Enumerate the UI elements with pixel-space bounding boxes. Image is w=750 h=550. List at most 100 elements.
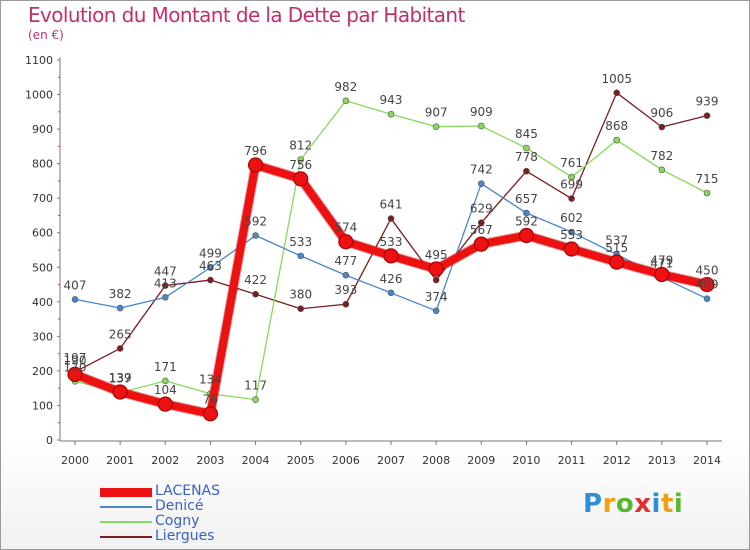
data-point-cogny — [703, 189, 711, 197]
data-point-liergues — [297, 305, 305, 313]
data-label-liergues: 641 — [380, 198, 403, 212]
x-tick-label: 2001 — [106, 454, 134, 467]
y-tick-label: 400 — [32, 296, 53, 309]
data-point-liergues — [568, 195, 575, 202]
legend-label: LACENAS — [155, 483, 221, 499]
data-label-lacenas: 139 — [109, 371, 132, 385]
data-label-liergues: 629 — [470, 202, 493, 216]
data-point-liergues — [523, 167, 530, 175]
data-point-lacenas — [699, 276, 715, 293]
data-label-lacenas: 104 — [154, 383, 177, 397]
data-label-lacenas: 592 — [515, 214, 538, 228]
data-label-lacenas: 450 — [696, 264, 719, 278]
data-label-denic-: 409 — [696, 278, 719, 292]
y-tick-label: 800 — [32, 158, 53, 171]
data-label-lacenas: 567 — [470, 223, 493, 237]
data-label-denic-: 374 — [425, 290, 448, 304]
x-tick-label: 2013 — [648, 454, 676, 467]
data-label-lacenas: 495 — [425, 248, 448, 262]
data-label-cogny: 715 — [696, 172, 719, 186]
data-point-cogny — [342, 97, 350, 105]
legend-swatch — [100, 521, 152, 523]
data-point-denic- — [116, 304, 124, 312]
series-line-liergues — [74, 92, 708, 373]
data-point-denic- — [523, 209, 530, 217]
data-label-cogny: 134 — [199, 373, 222, 387]
data-point-lacenas — [428, 261, 444, 277]
data-label-lacenas: 190 — [64, 353, 87, 367]
data-label-cogny: 982 — [334, 80, 357, 94]
data-label-liergues: 393 — [334, 283, 357, 297]
y-tick-label: 100 — [32, 399, 53, 412]
data-point-denic- — [161, 294, 169, 301]
data-point-lacenas — [157, 396, 173, 412]
data-point-liergues — [387, 215, 395, 222]
data-point-liergues — [432, 276, 440, 284]
data-point-denic- — [432, 307, 440, 315]
y-tick-label: 500 — [32, 261, 53, 274]
data-point-denic- — [297, 252, 305, 260]
data-point-lacenas — [609, 254, 625, 270]
data-point-denic- — [703, 295, 711, 303]
data-label-liergues: 699 — [560, 178, 583, 192]
data-label-denic-: 592 — [244, 214, 267, 228]
x-tick-label: 2005 — [287, 454, 315, 467]
data-point-cogny — [252, 396, 259, 403]
data-point-lacenas — [202, 406, 219, 422]
data-point-denic- — [207, 264, 214, 271]
chart-data-labels: 197 265 447 463 422 380 393 641 629 778 699 1005 906… — [64, 72, 719, 407]
data-point-lacenas — [112, 384, 128, 400]
legend-label: Cogny — [155, 513, 200, 529]
data-point-cogny — [161, 377, 169, 385]
logo-letter: o — [615, 489, 635, 519]
data-point-lacenas — [518, 227, 535, 244]
y-tick-label: 0 — [46, 434, 53, 447]
data-label-liergues: 265 — [109, 327, 132, 341]
data-point-liergues — [703, 112, 711, 119]
x-tick-label: 2003 — [196, 454, 224, 467]
x-tick-label: 2004 — [242, 454, 270, 467]
data-label-lacenas: 574 — [334, 221, 357, 235]
data-point-liergues — [116, 345, 124, 352]
data-label-denic-: 533 — [289, 235, 312, 249]
data-point-denic- — [568, 228, 575, 236]
logo-letter: r — [602, 489, 616, 519]
y-tick-label: 1000 — [25, 89, 53, 102]
data-label-cogny: 943 — [380, 93, 403, 107]
data-label-cogny: 845 — [515, 127, 538, 141]
data-point-lacenas — [383, 248, 399, 264]
data-label-denic-: 426 — [380, 272, 403, 286]
data-point-lacenas — [338, 234, 354, 250]
legend-swatch — [100, 487, 152, 497]
legend-swatch — [100, 536, 152, 538]
data-label-cogny: 170 — [64, 360, 87, 374]
data-label-lacenas: 533 — [380, 235, 403, 249]
x-tick-label: 2014 — [693, 454, 721, 467]
data-point-cogny — [658, 166, 666, 174]
logo-letter: i — [673, 489, 684, 519]
y-tick-label: 200 — [32, 365, 53, 378]
data-label-denic-: 742 — [470, 163, 493, 177]
data-label-liergues: 197 — [64, 351, 87, 365]
data-point-cogny — [568, 173, 575, 181]
data-label-liergues: 422 — [244, 273, 267, 287]
data-label-denic-: 413 — [154, 276, 177, 290]
data-point-cogny — [613, 136, 621, 144]
data-label-denic-: 657 — [515, 192, 538, 206]
data-point-denic- — [71, 296, 79, 303]
data-label-cogny: 761 — [560, 156, 583, 170]
data-label-liergues: 380 — [289, 288, 312, 302]
data-point-lacenas — [473, 236, 489, 252]
data-label-liergues: 939 — [696, 95, 719, 109]
legend-label: Liergues — [155, 528, 215, 544]
data-point-liergues — [613, 89, 621, 97]
x-tick-label: 2009 — [467, 454, 495, 467]
data-label-cogny: 782 — [650, 149, 673, 163]
data-label-liergues: 463 — [199, 259, 222, 273]
data-label-cogny: 117 — [244, 379, 267, 393]
x-tick-label: 2011 — [558, 454, 586, 467]
data-label-cogny: 171 — [154, 360, 177, 374]
proxiti-logo: Proxiti — [583, 489, 683, 519]
